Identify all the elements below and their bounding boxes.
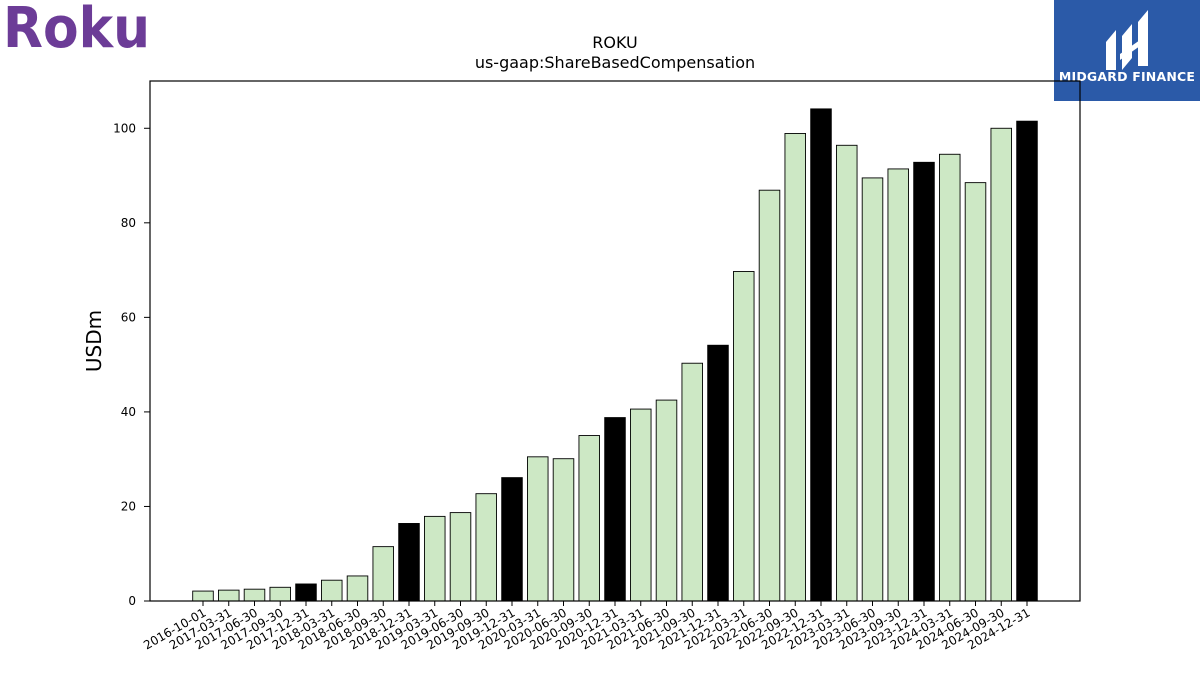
bar-2023-12-31 [913, 161, 935, 602]
bar-2017-06-30 [243, 588, 266, 602]
midgard-brand-text: MIDGARD FINANCE [1058, 69, 1196, 84]
midgard-mark-icon [1106, 10, 1148, 70]
bar-2021-09-30 [681, 362, 704, 602]
bar-2024-12-31 [1016, 120, 1038, 602]
bar-2018-12-31 [398, 523, 420, 602]
bar-2019-12-31 [501, 477, 523, 602]
y-tick-label: 40 [121, 405, 136, 419]
bar-2022-03-31 [733, 271, 755, 602]
bars-layer [192, 108, 1038, 602]
bar-2024-06-30 [964, 182, 987, 602]
bar-2024-03-31 [939, 153, 961, 602]
y-axis-ticks: 0 20 40 60 80 100 [113, 121, 150, 608]
y-tick-label: 20 [121, 499, 136, 513]
bar-2018-03-31 [321, 579, 343, 602]
bar-2018-06-30 [346, 575, 369, 602]
bar-2023-06-30 [861, 177, 884, 602]
bar-2020-09-30 [578, 435, 601, 602]
bar-2023-09-30 [887, 168, 910, 602]
midgard-finance-logo: MIDGARD FINANCE [1054, 0, 1200, 101]
bar-2021-03-31 [630, 408, 652, 602]
bar-2019-03-31 [424, 515, 446, 602]
bar-2019-06-30 [449, 512, 472, 602]
bar-2018-09-30 [372, 546, 395, 602]
bar-2022-09-30 [784, 133, 807, 602]
bar-2023-03-31 [836, 144, 858, 602]
y-tick-label: 60 [121, 310, 136, 324]
plot-frame [149, 80, 1081, 602]
y-axis-label: USDm [82, 310, 106, 372]
bar-2017-09-30 [269, 586, 292, 602]
chart-subtitle: us-gaap:ShareBasedCompensation [474, 53, 756, 72]
y-tick-label: 80 [121, 216, 136, 230]
roku-logo: Roku [3, 0, 150, 54]
x-axis-ticks: 2016-10-012017-03-312017-06-302017-09-30… [141, 601, 1033, 652]
roku-logo-text: Roku [3, 0, 150, 54]
bar-2019-09-30 [475, 493, 498, 602]
bar-2020-12-31 [604, 417, 626, 602]
bar-2021-06-30 [655, 399, 678, 602]
bar-2017-03-31 [217, 589, 240, 602]
bar-2016-10-01 [192, 590, 214, 602]
y-tick-label: 100 [113, 121, 136, 135]
y-tick-label: 0 [128, 594, 136, 608]
bar-2017-12-31 [295, 583, 317, 602]
bar-2022-12-31 [810, 108, 832, 602]
chart-title: ROKU [592, 33, 638, 52]
bar-2022-06-30 [758, 189, 781, 602]
bar-2020-03-31 [527, 456, 549, 602]
bar-2021-12-31 [707, 344, 729, 602]
bar-2024-09-30 [990, 127, 1013, 602]
bar-2020-06-30 [552, 458, 575, 602]
